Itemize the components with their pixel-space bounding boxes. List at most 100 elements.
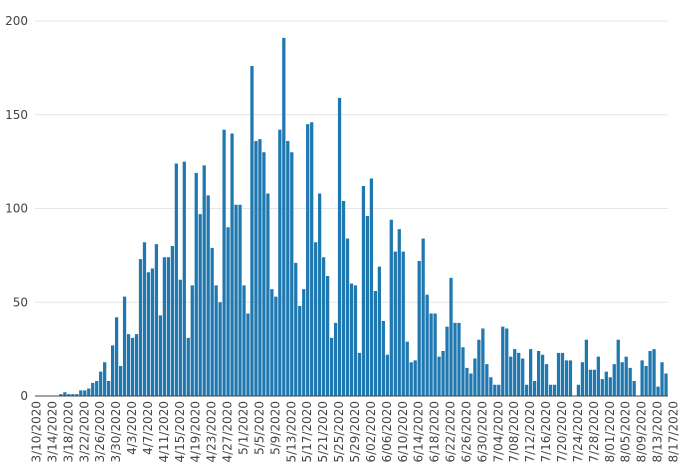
bar <box>210 247 214 397</box>
x-tick-label: 6/06/2020 <box>380 401 394 463</box>
bar <box>445 326 449 397</box>
y-tick-labels: 0 50 100 150 200 <box>5 14 28 403</box>
bar <box>337 97 342 397</box>
bar <box>564 360 569 397</box>
bar <box>612 364 616 397</box>
bar <box>290 152 294 396</box>
bar <box>306 124 310 397</box>
bar <box>154 244 159 397</box>
bar <box>365 216 370 396</box>
bar <box>325 276 330 396</box>
bar <box>533 381 537 396</box>
bar <box>278 129 282 396</box>
x-tick-label: 3/22/2020 <box>77 401 91 463</box>
x-tick-label: 5/21/2020 <box>316 401 330 463</box>
y-tick-label: 100 <box>5 202 28 216</box>
x-tick-label: 5/29/2020 <box>348 401 362 463</box>
bar <box>485 364 489 397</box>
x-tick-label: 8/05/2020 <box>619 401 633 463</box>
bar <box>250 66 254 396</box>
bar <box>357 352 362 397</box>
bar <box>322 257 326 396</box>
bar <box>429 313 433 396</box>
x-tick-label: 3/26/2020 <box>93 401 107 463</box>
x-tick-label: 4/27/2020 <box>221 401 235 463</box>
bar <box>373 291 378 396</box>
x-tick-label: 6/26/2020 <box>459 401 473 463</box>
bar <box>513 349 517 397</box>
bar <box>238 204 242 396</box>
bar <box>405 341 409 397</box>
bar <box>644 366 648 396</box>
bar <box>624 356 628 397</box>
bar <box>517 352 521 397</box>
y-tick-label: 150 <box>5 108 28 122</box>
bar <box>294 262 298 397</box>
y-tick-label: 0 <box>20 389 28 403</box>
bar <box>580 362 585 396</box>
bar <box>270 289 274 397</box>
bar <box>142 242 147 396</box>
bar <box>107 381 111 396</box>
bar <box>329 337 334 397</box>
bar <box>134 334 139 397</box>
bar <box>656 386 660 397</box>
bar <box>111 345 115 397</box>
x-tick-label: 4/7/2020 <box>141 401 155 455</box>
bar <box>588 369 592 396</box>
bar <box>596 356 600 397</box>
bar <box>242 285 246 397</box>
x-tick-label: 7/12/2020 <box>523 401 537 463</box>
bar <box>584 339 589 396</box>
x-tick-label: 6/18/2020 <box>428 401 442 463</box>
bar <box>433 313 437 396</box>
x-tick-label: 7/28/2020 <box>587 401 601 463</box>
bar <box>59 394 63 397</box>
x-tick-label: 8/09/2020 <box>635 401 649 463</box>
x-tick-label: 4/19/2020 <box>189 401 203 463</box>
bar <box>648 351 652 396</box>
bar <box>71 394 75 397</box>
bar <box>99 371 103 397</box>
bar <box>556 352 561 397</box>
bar <box>349 283 354 396</box>
bar <box>385 354 389 396</box>
x-tick-label: 4/23/2020 <box>205 401 219 463</box>
bar <box>652 349 656 397</box>
bar <box>67 394 71 397</box>
bar <box>576 384 581 396</box>
bar <box>453 322 457 397</box>
bar <box>425 294 429 396</box>
bar <box>214 285 218 397</box>
bar <box>138 259 143 397</box>
bar <box>186 337 190 397</box>
bar <box>568 360 573 397</box>
bar <box>75 394 79 397</box>
bar <box>282 37 286 397</box>
bar <box>509 356 513 397</box>
bar <box>505 328 509 396</box>
bar <box>162 257 167 396</box>
bar <box>417 261 421 396</box>
bar <box>83 390 87 397</box>
bar <box>469 373 473 396</box>
bar <box>194 172 198 397</box>
bar <box>620 362 624 396</box>
bar <box>664 373 668 396</box>
bar <box>91 382 95 397</box>
bar <box>481 328 485 396</box>
bar <box>63 392 67 396</box>
bar <box>592 369 596 396</box>
y-tick-label: 200 <box>5 14 28 28</box>
bar <box>497 384 501 396</box>
bar <box>298 306 302 396</box>
bar <box>166 257 170 396</box>
bar <box>628 367 632 397</box>
x-tick-label: 5/9/2020 <box>268 401 282 455</box>
x-tick-label: 3/30/2020 <box>109 401 123 463</box>
bar <box>409 362 413 396</box>
bar <box>552 384 557 396</box>
bar <box>560 352 565 397</box>
x-tick-label: 3/14/2020 <box>45 401 59 463</box>
x-tick-label: 8/13/2020 <box>651 401 665 463</box>
